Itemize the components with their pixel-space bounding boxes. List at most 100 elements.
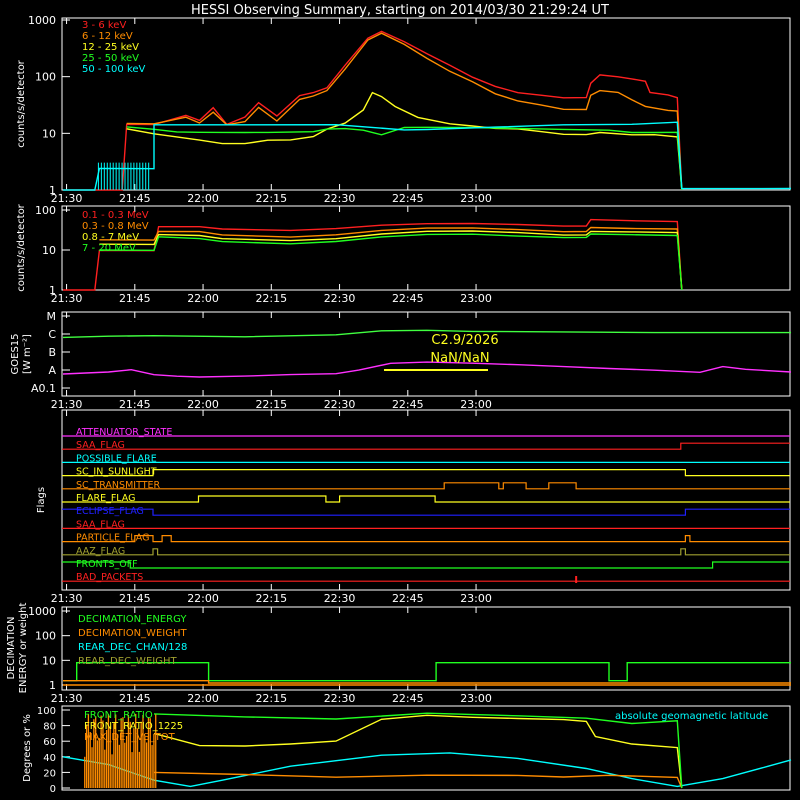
panel2-legend-entry: 0.1 - 0.3 MeV [82, 210, 149, 221]
panel1-xtick-label: 22:45 [392, 192, 424, 205]
panel1-series-line [126, 91, 683, 191]
panel4-xtick-label: 21:45 [119, 592, 151, 605]
panel2-legend-entry: 7 - 20 MeV [82, 243, 136, 254]
panel4-flag-label: SAA_FLAG [76, 519, 125, 530]
panel4-xtick-label: 22:45 [392, 592, 424, 605]
panel4-ylabel: Flags [36, 487, 47, 513]
panel4-flag-line [62, 442, 790, 450]
panel3-ytick-label: A [48, 364, 56, 377]
panel4-flag-label: SC_TRANSMITTER [76, 480, 161, 491]
panel3-annotation-nan: NaN/NaN [430, 351, 489, 366]
panel2-series-line [99, 226, 683, 291]
panel2-xtick-label: 22:00 [187, 292, 219, 305]
panel1-ylabel: counts/s/detector [16, 59, 27, 147]
panel5-xtick-label: 22:00 [187, 692, 219, 705]
panel1-legend-entry: 12 - 25 keV [82, 42, 139, 53]
panel1-xtick-label: 21:30 [51, 192, 83, 205]
panel1-xtick-label: 23:00 [460, 192, 492, 205]
panel3-ytick-label: M [47, 310, 57, 323]
panel5-xtick-label: 22:30 [324, 692, 356, 705]
panel1-ytick-label: 1 [49, 184, 56, 197]
panel5-legend-entry: REAR_DEC_CHAN/128 [78, 642, 187, 653]
panel1-series-line [63, 121, 792, 191]
panel3-xtick-label: 22:45 [392, 398, 424, 411]
panel2-xtick-label: 23:00 [460, 292, 492, 305]
panel2-ytick-label: 100 [35, 204, 56, 217]
panel3-xtick-label: 22:00 [187, 398, 219, 411]
panel3-annotation-peak: C2.9/2026 [431, 333, 498, 348]
panel2-xtick-label: 22:30 [324, 292, 356, 305]
panels-group: 21:30 21:45 22:00 22:15 22:30 22:45 23:00 count… [6, 14, 792, 795]
panel2-legend-entry: 0.8 - 7 MeV [82, 232, 139, 243]
panel5-ytick-label: 1 [49, 679, 56, 692]
panel1-frame [61, 17, 791, 191]
panel5-rear-weight-line [63, 680, 791, 684]
panel4-flag-label: FRONTS_OFF [76, 559, 138, 570]
panel6-maxdet-line [153, 771, 683, 789]
panel1-ytick-label: 10 [42, 127, 56, 140]
panel2-xtick-label: 22:45 [392, 292, 424, 305]
panel4-flag-label: ATTENUATOR_STATE [76, 427, 172, 438]
panel1-series-line [63, 30, 683, 191]
panel5-frame [61, 606, 791, 691]
panel3-xtick-label: 22:15 [255, 398, 287, 411]
panel4-flag-line [62, 548, 790, 556]
panel2-frame [61, 205, 791, 291]
panel6-ytick-label: 20 [43, 768, 56, 779]
panel4-flag-line [62, 535, 790, 543]
panel1-series-line [126, 126, 683, 191]
panel4-flag-label: SAA_FLAG [76, 440, 125, 451]
panel6-legend-entry: FRONT_RATIO [84, 710, 153, 721]
panel5-legend-entry: DECIMATION_ENERGY [78, 614, 187, 625]
panel4-xtick-label: 21:30 [51, 592, 83, 605]
panel5-xtick-label: 23:00 [460, 692, 492, 705]
panel5-xtick-label: 22:15 [255, 692, 287, 705]
panel3-xtick-label: 23:00 [460, 398, 492, 411]
panel1-xtick-label: 22:00 [187, 192, 219, 205]
panel3-goes-long-line [62, 329, 791, 339]
panel1-ytick-label: 100 [35, 71, 56, 84]
panel4-xtick-label: 22:00 [187, 592, 219, 605]
panel3-frame [61, 311, 791, 397]
panel1-legend-entry: 50 - 100 keV [82, 64, 146, 75]
panel6-legend-entry: FRONT_RATIO_1225 [84, 721, 183, 732]
panel5-rear-chan-line [63, 662, 791, 682]
panel5-ylabel2: ENERGY or weight [18, 603, 29, 694]
panel4-flag-label: POSSIBLE_FLARE [76, 453, 157, 464]
panel6-frame [61, 705, 791, 791]
figure-title: HESSI Observing Summary, starting on 201… [191, 3, 609, 18]
panel2-legend-entry: 0.3 - 0.8 MeV [82, 221, 149, 232]
panel6-ylabel: Degrees or % [22, 714, 33, 782]
panel1-xtick-label: 21:45 [119, 192, 151, 205]
panel5-ytick-label: 1000 [28, 605, 56, 618]
panel1-legend-entry: 3 - 6 keV [82, 20, 126, 31]
panel4-flag-label: ECLIPSE_FLAG [76, 506, 144, 517]
panel5-ytick-label: 100 [35, 630, 56, 643]
panel5-ytick-label: 10 [42, 654, 56, 667]
panel4-frame [61, 409, 791, 591]
panel2-ytick-label: 10 [42, 244, 56, 257]
panel3-ytick-label: B [48, 346, 56, 359]
panel5-xtick-label: 21:45 [119, 692, 151, 705]
panel1-ytick-label: 1000 [28, 14, 56, 27]
panel3-xtick-label: 22:30 [324, 398, 356, 411]
panel1-legend-entry: 6 - 12 keV [82, 31, 133, 42]
panel3-ylabel2: [W m⁻²] [22, 334, 33, 374]
panel6-ytick-label: 100 [37, 706, 56, 717]
panel2-xtick-label: 21:45 [119, 292, 151, 305]
panel5-legend-entry: REAR_DEC_WEIGHT [78, 656, 177, 667]
panel1-xtick-label: 22:30 [324, 192, 356, 205]
panel6-front-ratio-line [153, 712, 683, 789]
panel5-xtick-label: 21:30 [51, 692, 83, 705]
panel4-flag-label: SC_IN_SUNLIGHT [76, 467, 157, 478]
panel1-xtick-label: 22:15 [255, 192, 287, 205]
panel3-goes-short-line [62, 361, 792, 378]
panel4-flag-label: FLARE_FLAG [76, 493, 136, 504]
panel6-geomag-line [62, 752, 792, 788]
panel6-front-ratio-1225-line [153, 714, 683, 789]
panel2-series-line [99, 230, 683, 291]
panel6-ytick-label: 40 [43, 753, 56, 764]
panel5-ylabel: DECIMATION [6, 616, 17, 679]
panel2-xtick-label: 22:15 [255, 292, 287, 305]
